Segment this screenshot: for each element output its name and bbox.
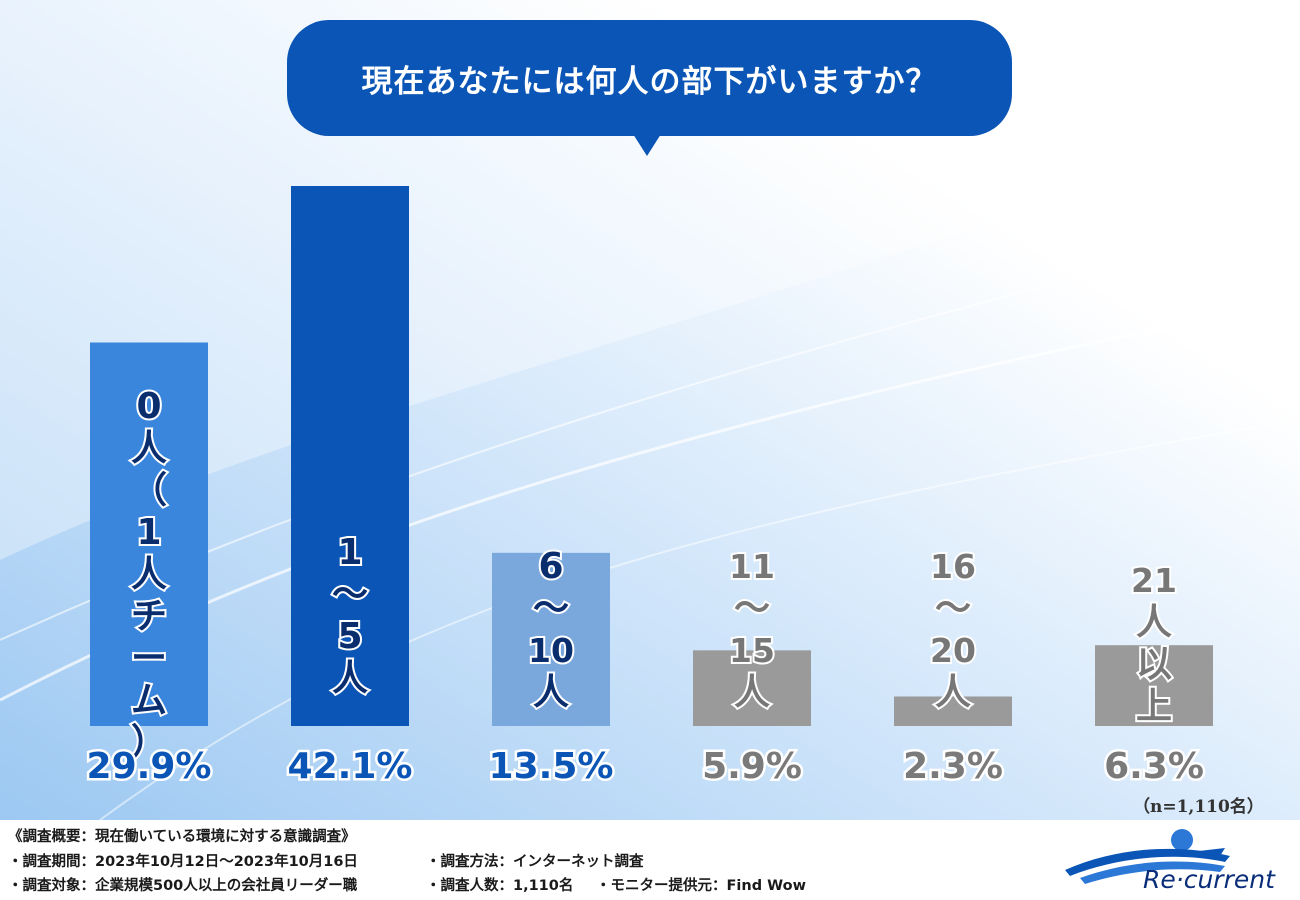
category-label-1: ）	[131, 722, 167, 763]
category-label-1: ム	[131, 680, 167, 721]
category-label-2: 5	[337, 616, 362, 657]
survey-target: ・調査対象：企業規模500人以上の会社員リーダー職	[8, 878, 358, 894]
category-label-3: 6	[538, 546, 563, 587]
survey-footer: 《調査概要：現在働いている環境に対する意識調査》 ・調査期間：2023年10月1…	[0, 820, 1300, 900]
category-label-1: 1	[136, 512, 161, 553]
survey-overview: 《調査概要：現在働いている環境に対する意識調査》	[8, 829, 356, 845]
bar-2	[291, 186, 409, 726]
category-label-5: 〜	[935, 588, 971, 629]
survey-respondents: ・調査人数：1,110名	[426, 878, 574, 894]
category-label-1: （	[131, 470, 167, 511]
sample-size-note: （n=1,110名）	[1133, 797, 1264, 817]
bar-5	[894, 696, 1012, 726]
category-label-2: 〜	[332, 574, 368, 615]
question-title: 現在あなたには何人の部下がいますか？	[361, 63, 938, 100]
category-label-3: 人	[533, 672, 569, 713]
survey-method: ・調査方法：インターネット調査	[426, 854, 644, 870]
bar-1	[90, 342, 208, 726]
category-label-4: 〜	[734, 588, 770, 629]
recurrent-logo	[1065, 829, 1230, 884]
category-label-6: 上	[1136, 686, 1172, 727]
value-label-6: 6.3%	[1104, 746, 1204, 787]
category-label-5: 20	[930, 631, 976, 670]
category-label-4: 人	[734, 672, 770, 713]
category-label-1: 0	[136, 386, 161, 427]
category-label-4: 11	[729, 547, 775, 586]
category-label-5: 人	[935, 672, 971, 713]
category-label-5: 16	[930, 547, 976, 586]
question-bubble: 現在あなたには何人の部下がいますか？	[287, 20, 1012, 156]
category-label-3: 10	[528, 631, 574, 670]
category-label-2: 1	[337, 532, 362, 573]
value-label-3: 13.5%	[489, 746, 614, 787]
category-label-4: 15	[729, 631, 775, 670]
value-label-2: 42.1%	[288, 746, 413, 787]
bar-6	[1095, 645, 1213, 726]
bar-3	[492, 552, 610, 726]
survey-period: ・調査期間：2023年10月12日〜2023年10月16日	[8, 854, 358, 870]
logo-wordmark: Re·current	[1143, 865, 1275, 894]
category-label-1: 人	[131, 554, 167, 595]
category-label-1: ー	[131, 638, 167, 679]
value-label-5: 2.3%	[903, 746, 1003, 787]
category-label-6: 以	[1136, 644, 1172, 685]
bar-chart: 0人（1人チーム）29.9%1〜5人42.1%6〜10人13.5%11〜15人5…	[86, 186, 1213, 787]
category-label-6: 人	[1136, 602, 1172, 643]
category-label-1: チ	[131, 596, 167, 637]
category-label-3: 〜	[533, 588, 569, 629]
category-label-1: 人	[131, 428, 167, 469]
value-label-4: 5.9%	[702, 746, 802, 787]
category-label-6: 21	[1131, 561, 1177, 600]
monitor-provider: ・モニター提供元：Find Wow	[596, 878, 806, 894]
bar-4	[693, 650, 811, 726]
value-label-1: 29.9%	[87, 746, 212, 787]
category-label-2: 人	[332, 658, 368, 699]
